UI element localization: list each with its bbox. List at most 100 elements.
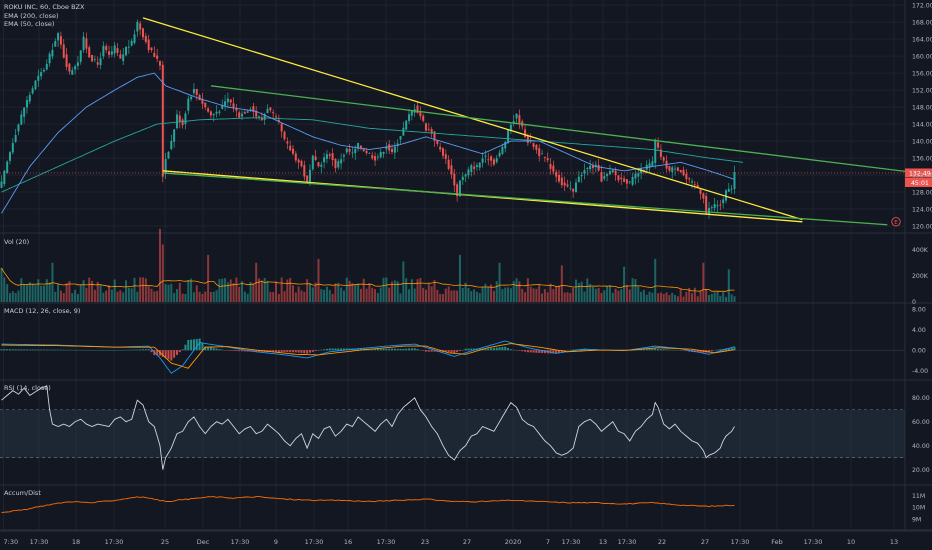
candlestick[interactable]	[59, 31, 62, 49]
candlestick[interactable]	[340, 153, 343, 170]
candlestick[interactable]	[76, 55, 79, 70]
candlestick[interactable]	[359, 145, 362, 151]
volume-bar[interactable]	[14, 292, 17, 302]
candlestick[interactable]	[487, 152, 490, 166]
volume-bar[interactable]	[495, 281, 498, 302]
volume-bar[interactable]	[127, 287, 130, 302]
candlestick[interactable]	[300, 159, 303, 168]
volume-bar[interactable]	[297, 286, 300, 302]
candlestick[interactable]	[348, 143, 351, 156]
volume-bar[interactable]	[68, 281, 71, 302]
candlestick[interactable]	[122, 47, 125, 66]
candlestick[interactable]	[441, 147, 444, 159]
candlestick[interactable]	[512, 114, 515, 127]
candlestick[interactable]	[85, 32, 88, 54]
candlestick[interactable]	[591, 161, 594, 175]
volume-bar[interactable]	[577, 283, 580, 302]
candlestick[interactable]	[676, 166, 679, 172]
candlestick[interactable]	[543, 156, 546, 163]
candlestick[interactable]	[17, 123, 20, 136]
volume-bar[interactable]	[215, 290, 218, 302]
volume-bar[interactable]	[628, 289, 631, 302]
candlestick[interactable]	[158, 60, 161, 71]
volume-bar[interactable]	[280, 277, 283, 302]
volume-bar[interactable]	[40, 285, 43, 302]
candlestick[interactable]	[269, 107, 272, 113]
candlestick[interactable]	[580, 171, 583, 183]
volume-bar[interactable]	[108, 285, 111, 302]
volume-bar[interactable]	[648, 291, 651, 302]
volume-bar[interactable]	[733, 296, 736, 302]
volume-bar[interactable]	[28, 282, 31, 302]
candlestick[interactable]	[470, 163, 473, 177]
volume-bar[interactable]	[535, 288, 538, 302]
volume-bar[interactable]	[702, 262, 705, 302]
volume-bar[interactable]	[597, 287, 600, 302]
trendline-4[interactable]	[162, 172, 888, 226]
candlestick[interactable]	[232, 97, 235, 113]
trendline-3[interactable]	[210, 85, 932, 176]
volume-bar[interactable]	[204, 291, 207, 302]
candlestick[interactable]	[464, 173, 467, 183]
volume-bar[interactable]	[23, 283, 26, 302]
volume-bar[interactable]	[96, 281, 99, 302]
volume-bar[interactable]	[348, 280, 351, 302]
volume-bar[interactable]	[85, 287, 88, 302]
volume-bar[interactable]	[291, 285, 294, 302]
candlestick[interactable]	[357, 142, 360, 152]
volume-bar[interactable]	[158, 228, 161, 302]
candlestick[interactable]	[105, 43, 108, 54]
candlestick[interactable]	[110, 46, 113, 58]
candlestick[interactable]	[108, 45, 111, 59]
candlestick[interactable]	[283, 130, 286, 141]
volume-bar[interactable]	[560, 265, 563, 302]
volume-bar[interactable]	[425, 289, 427, 302]
volume-bar[interactable]	[591, 287, 594, 302]
volume-bar[interactable]	[263, 277, 266, 302]
volume-bar[interactable]	[331, 293, 334, 302]
candlestick[interactable]	[473, 161, 476, 175]
volume-bar[interactable]	[422, 287, 425, 302]
volume-bar[interactable]	[359, 288, 362, 302]
candlestick[interactable]	[659, 144, 662, 160]
candlestick[interactable]	[204, 102, 207, 110]
volume-bar[interactable]	[314, 282, 317, 302]
volume-bar[interactable]	[461, 287, 464, 302]
volume-bar[interactable]	[433, 280, 436, 302]
candlestick[interactable]	[408, 109, 411, 124]
candlestick[interactable]	[113, 42, 116, 58]
volume-bar[interactable]	[543, 289, 546, 302]
volume-bar[interactable]	[34, 285, 37, 302]
candlestick[interactable]	[325, 150, 328, 164]
volume-bar[interactable]	[640, 291, 643, 302]
volume-bar[interactable]	[308, 283, 311, 302]
candlestick[interactable]	[272, 109, 275, 118]
volume-bar[interactable]	[136, 291, 139, 302]
candlestick[interactable]	[275, 113, 278, 121]
candlestick[interactable]	[589, 159, 592, 173]
candlestick[interactable]	[532, 142, 535, 150]
candlestick[interactable]	[662, 156, 665, 164]
volume-bar[interactable]	[311, 287, 314, 302]
candlestick[interactable]	[456, 182, 459, 202]
candlestick[interactable]	[379, 148, 382, 159]
volume-bar[interactable]	[611, 292, 614, 302]
volume-bar[interactable]	[481, 286, 484, 302]
volume-bar[interactable]	[374, 289, 377, 302]
candlestick[interactable]	[48, 51, 51, 67]
volume-bar[interactable]	[249, 281, 252, 302]
candlestick[interactable]	[450, 159, 453, 179]
candlestick[interactable]	[289, 140, 292, 152]
candlestick[interactable]	[702, 192, 705, 204]
candlestick[interactable]	[552, 160, 555, 175]
candlestick[interactable]	[515, 113, 518, 123]
candlestick[interactable]	[280, 123, 283, 138]
volume-bar[interactable]	[147, 286, 150, 302]
candlestick[interactable]	[708, 201, 710, 219]
candlestick[interactable]	[535, 144, 538, 154]
volume-bar[interactable]	[258, 278, 261, 302]
candlestick[interactable]	[215, 105, 218, 118]
volume-bar[interactable]	[354, 284, 357, 302]
candlestick[interactable]	[303, 160, 306, 181]
